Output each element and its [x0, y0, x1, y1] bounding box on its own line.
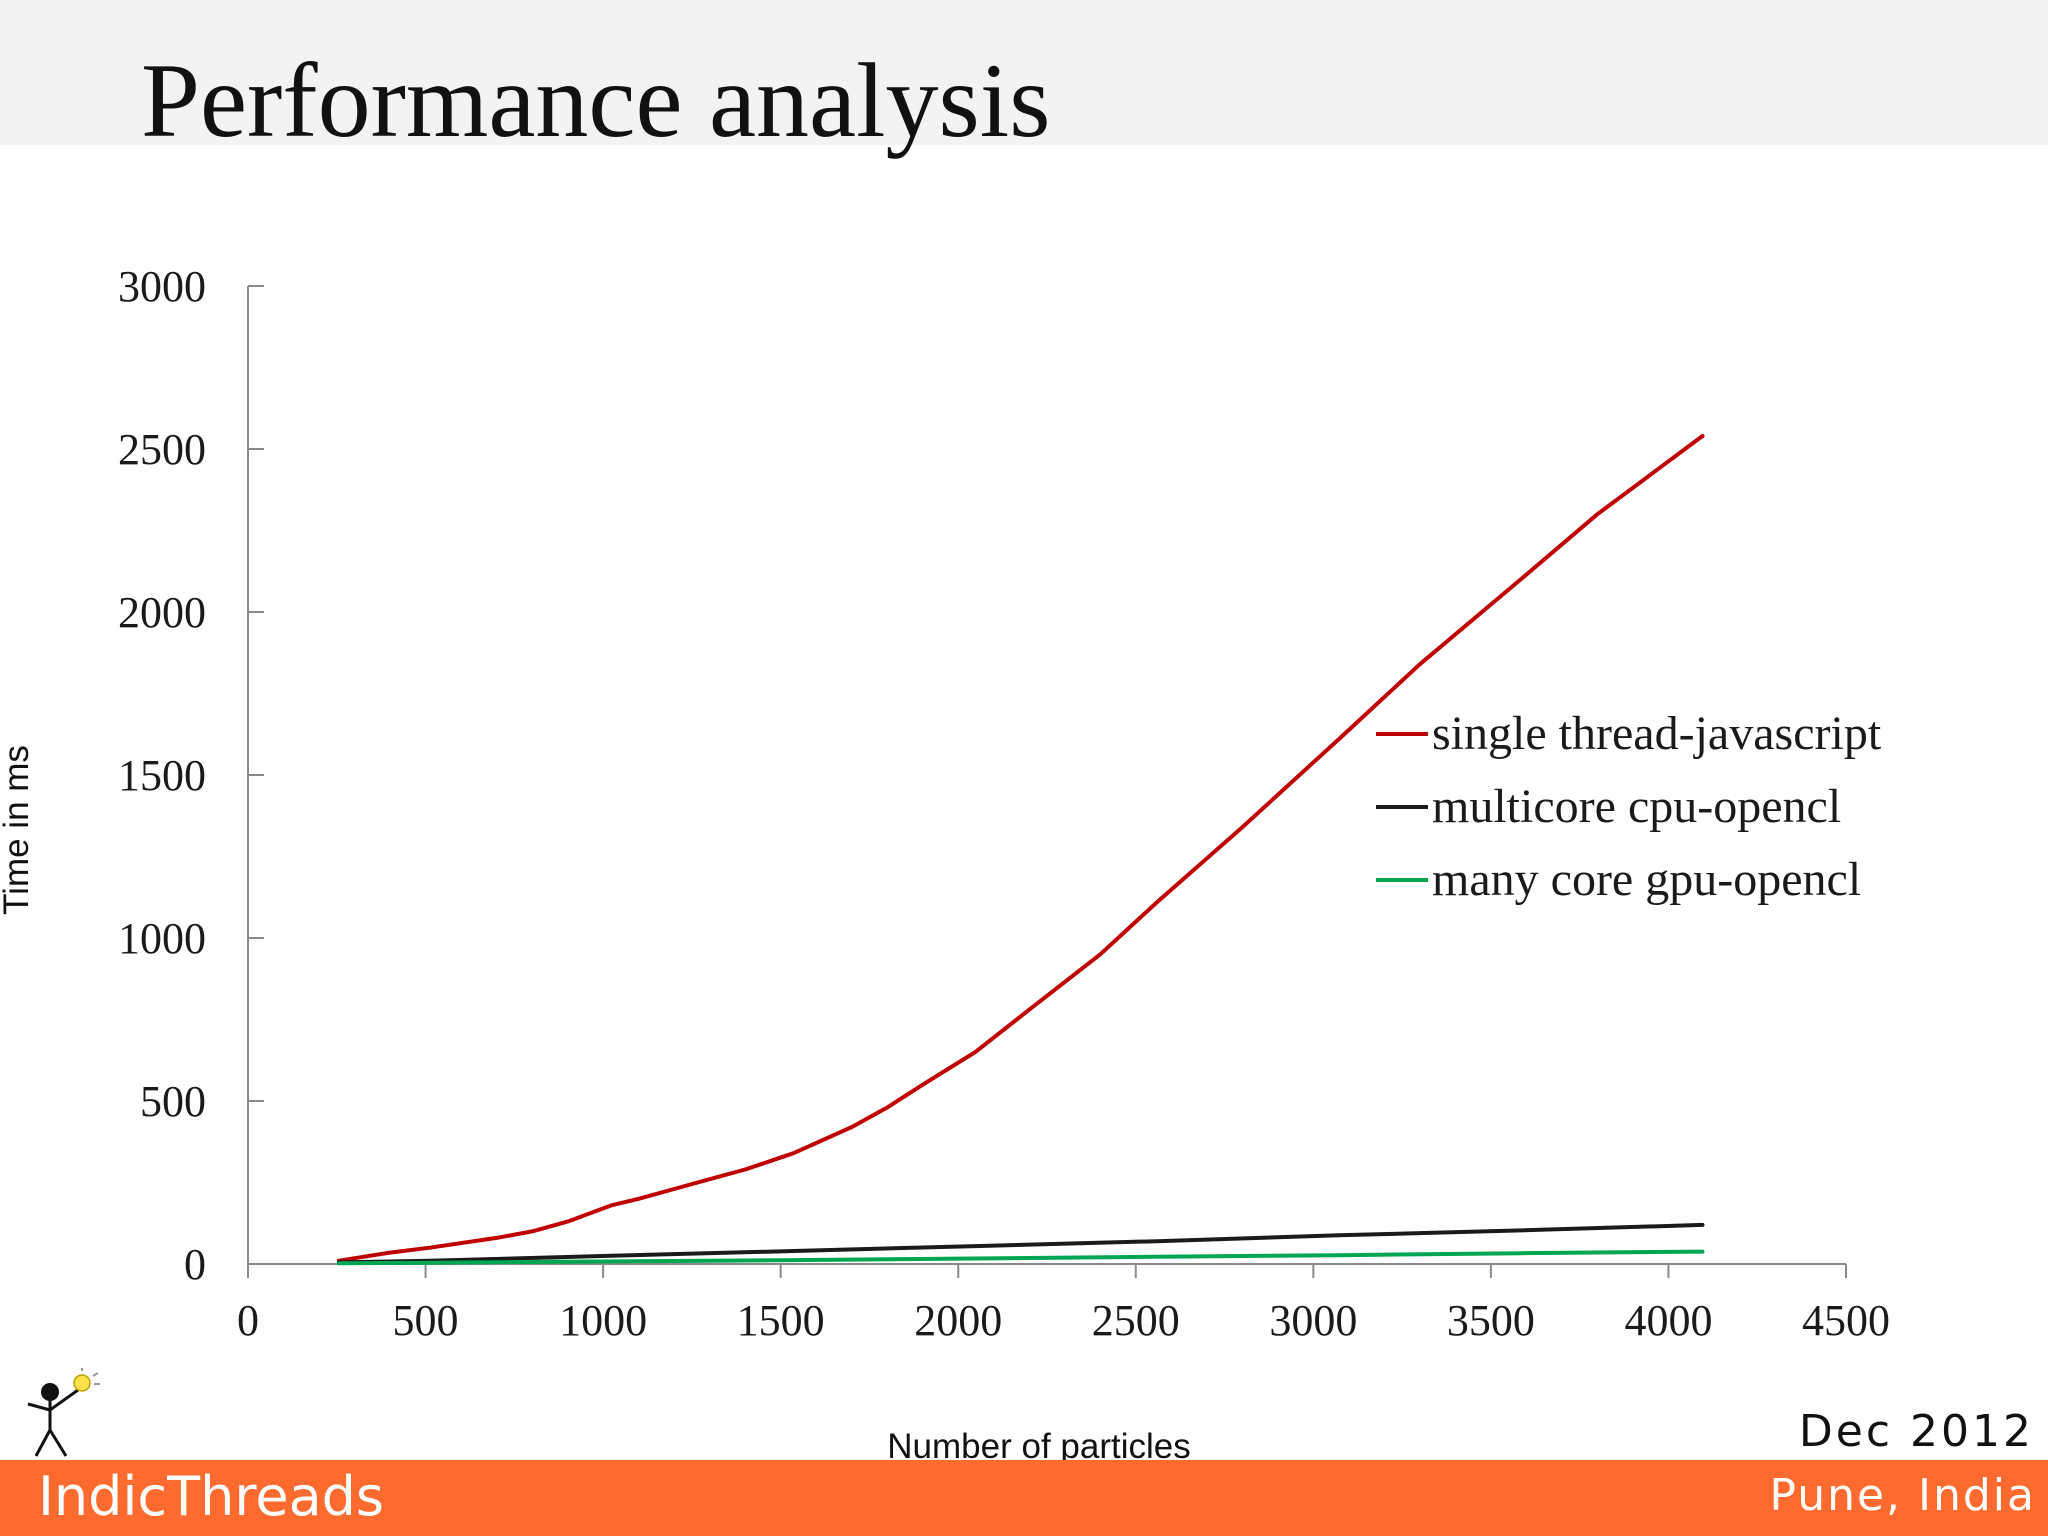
footer-band: [0, 1460, 2048, 1536]
x-tick-label: 4500: [1802, 1296, 1890, 1345]
series-line: [336, 1222, 1705, 1265]
x-tick-label: 2000: [914, 1296, 1002, 1345]
footer-date: Dec 2012: [1798, 1406, 2034, 1457]
legend: single thread-javascript multicore cpu-op…: [1376, 707, 1882, 906]
series-line: [336, 1249, 1705, 1266]
y-tick-label: 3000: [118, 262, 206, 311]
axes: 0 500 1000 1500 2000 2500 3000 0 500 1000 1500 2000…: [118, 262, 1890, 1345]
legend-label: multicore cpu-opencl: [1432, 780, 1841, 833]
y-tick-label: 1500: [118, 751, 206, 800]
slide-title: Performance analysis: [141, 42, 1051, 159]
y-tick-label: 1000: [118, 914, 206, 963]
x-tick-label: 3500: [1447, 1296, 1535, 1345]
legend-label: many core gpu-opencl: [1432, 853, 1861, 906]
y-tick-label: 2000: [118, 588, 206, 637]
x-tick-label: 2500: [1092, 1296, 1180, 1345]
y-tick-label: 500: [140, 1077, 206, 1126]
footer-brand: IndicThreads: [38, 1465, 385, 1528]
y-tick-label: 2500: [118, 425, 206, 474]
stick-figure-lightbulb-icon: [27, 1368, 100, 1457]
series-lines: [336, 434, 1705, 1266]
x-axis-title: Number of particles: [887, 1427, 1190, 1466]
footer-place: Pune, India: [1769, 1470, 2036, 1521]
x-tick-label: 4000: [1624, 1296, 1712, 1345]
y-tick-label: 0: [184, 1240, 206, 1289]
x-tick-label: 1000: [559, 1296, 647, 1345]
y-axis-title: Time in ms: [0, 745, 36, 915]
series-line: [336, 434, 1705, 1263]
legend-label: single thread-javascript: [1432, 707, 1882, 760]
title-band: [0, 0, 2048, 145]
x-tick-label: 3000: [1269, 1296, 1357, 1345]
x-tick-label: 0: [237, 1296, 259, 1345]
x-tick-label: 500: [393, 1296, 459, 1345]
x-tick-label: 1500: [737, 1296, 825, 1345]
